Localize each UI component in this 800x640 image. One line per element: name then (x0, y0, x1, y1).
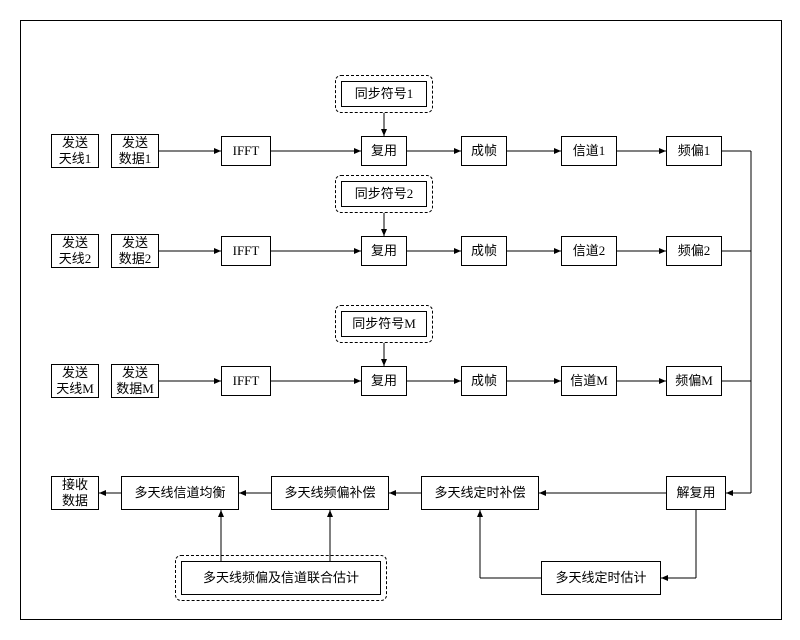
multi-timing-comp: 多天线定时补偿 (421, 476, 539, 510)
frame-2: 成帧 (461, 236, 507, 266)
multi-est: 多天线频偏及信道联合估计 (181, 561, 381, 595)
fo-2: 频偏2 (666, 236, 722, 266)
sync-box-2: 同步符号2 (341, 181, 427, 207)
tx-antenna-1: 发送 天线1 (51, 134, 99, 168)
multi-fo-comp: 多天线频偏补偿 (271, 476, 389, 510)
multi-timing-est: 多天线定时估计 (541, 561, 661, 595)
tx-antenna-m: 发送 天线M (51, 364, 99, 398)
mux-2: 复用 (361, 236, 407, 266)
channel-2: 信道2 (561, 236, 617, 266)
tx-antenna-2: 发送 天线2 (51, 234, 99, 268)
mux-m: 复用 (361, 366, 407, 396)
rx-data: 接收 数据 (51, 476, 99, 510)
ifft-2: IFFT (221, 236, 271, 266)
channel-1: 信道1 (561, 136, 617, 166)
mux-1: 复用 (361, 136, 407, 166)
multi-eq: 多天线信道均衡 (121, 476, 239, 510)
diagram-canvas: 同步符号1 发送 天线1 发送 数据1 IFFT 复用 成帧 信道1 频偏1 同… (20, 20, 782, 620)
tx-data-m: 发送 数据M (111, 364, 159, 398)
channel-m: 信道M (561, 366, 617, 396)
fo-m: 频偏M (666, 366, 722, 396)
frame-1: 成帧 (461, 136, 507, 166)
tx-data-2: 发送 数据2 (111, 234, 159, 268)
frame-m: 成帧 (461, 366, 507, 396)
fo-1: 频偏1 (666, 136, 722, 166)
demux: 解复用 (666, 476, 726, 510)
tx-data-1: 发送 数据1 (111, 134, 159, 168)
ifft-m: IFFT (221, 366, 271, 396)
ifft-1: IFFT (221, 136, 271, 166)
sync-box-1: 同步符号1 (341, 81, 427, 107)
sync-box-m: 同步符号M (341, 311, 427, 337)
